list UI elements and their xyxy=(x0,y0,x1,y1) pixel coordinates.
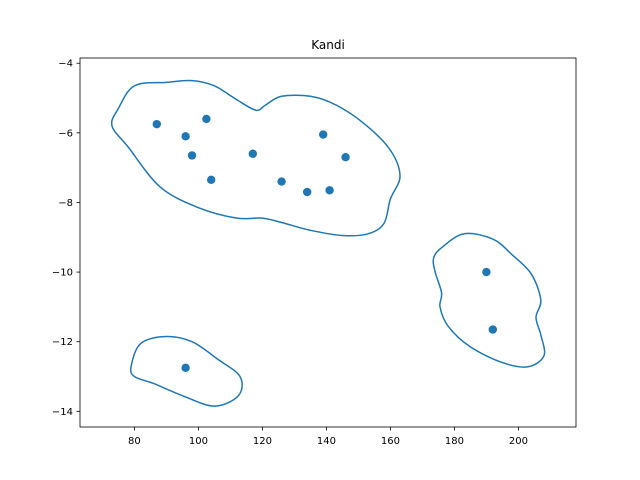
plot-frame xyxy=(79,57,577,428)
data-point-14 xyxy=(181,363,190,373)
chart-title: Kandi xyxy=(311,38,345,52)
data-point-11 xyxy=(341,153,350,162)
data-point-12 xyxy=(482,267,491,277)
data-point-3 xyxy=(187,151,197,160)
y-tick-label: −14 xyxy=(52,407,73,418)
contour-line-1 xyxy=(110,79,401,237)
x-tick-label: 140 xyxy=(317,436,336,447)
data-point-6 xyxy=(248,149,257,158)
x-tick-label: 80 xyxy=(128,436,141,447)
y-tick-label: −8 xyxy=(58,198,73,209)
axes: 80 100 120 140 160 180 200 −14 −12 −10 −8 −6 −4 xyxy=(52,57,577,447)
contour-line-2 xyxy=(432,232,546,368)
x-tick-label: 180 xyxy=(445,436,464,447)
y-tick-label: −10 xyxy=(52,268,73,279)
x-tick-label: 200 xyxy=(509,436,528,447)
data-point-9 xyxy=(319,130,328,139)
data-point-13 xyxy=(488,325,497,334)
scatter-points xyxy=(152,114,497,373)
x-tick-label: 120 xyxy=(253,436,272,447)
density-contours xyxy=(110,79,546,407)
x-tick-label: 160 xyxy=(381,436,400,447)
data-point-10 xyxy=(325,186,334,195)
data-point-5 xyxy=(207,175,216,185)
data-point-1 xyxy=(152,119,161,129)
y-tick-label: −4 xyxy=(58,59,73,70)
data-point-4 xyxy=(202,114,211,124)
contour-line-3 xyxy=(129,335,243,407)
data-point-7 xyxy=(277,177,286,186)
y-tick-label: −12 xyxy=(52,337,73,348)
data-point-8 xyxy=(303,187,312,197)
y-tick-label: −6 xyxy=(58,128,73,139)
data-point-2 xyxy=(181,132,190,141)
x-tick-label: 100 xyxy=(189,436,208,447)
